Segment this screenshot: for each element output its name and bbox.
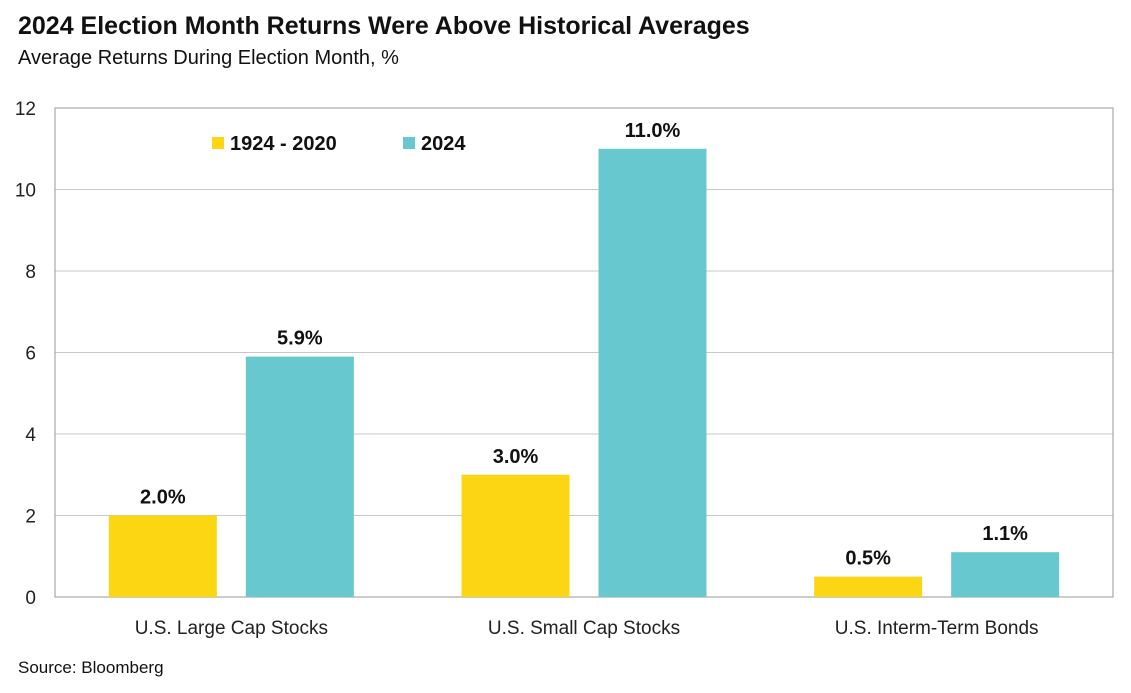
y-tick-label: 6	[25, 344, 36, 365]
data-label: 3.0%	[493, 446, 539, 468]
bar	[108, 515, 217, 597]
legend-swatch	[403, 137, 415, 149]
bar	[245, 356, 354, 597]
x-category-label: U.S. Interm-Term Bonds	[835, 618, 1039, 639]
y-tick-label: 4	[25, 425, 36, 446]
y-tick-label: 12	[15, 99, 36, 120]
x-category-label: U.S. Small Cap Stocks	[488, 618, 680, 639]
bar	[814, 576, 923, 597]
plot-frame	[54, 107, 1114, 598]
data-label: 1.1%	[982, 523, 1028, 545]
y-tick-label: 10	[15, 181, 36, 202]
bar	[598, 148, 707, 597]
y-tick-label: 0	[25, 588, 36, 609]
bar	[461, 474, 570, 597]
data-label: 0.5%	[845, 548, 891, 570]
legend-label: 1924 - 2020	[230, 133, 337, 155]
chart-title: 2024 Election Month Returns Were Above H…	[18, 12, 750, 40]
legend-swatch	[212, 137, 224, 149]
legend-label: 2024	[421, 133, 466, 155]
source-note: Source: Bloomberg	[18, 658, 164, 677]
data-label: 11.0%	[625, 120, 681, 142]
bar	[951, 552, 1060, 597]
y-tick-label: 8	[25, 262, 36, 283]
chart-subtitle: Average Returns During Election Month, %	[18, 47, 399, 69]
x-category-label: U.S. Large Cap Stocks	[135, 618, 328, 639]
y-tick-label: 2	[25, 507, 36, 528]
data-label: 2.0%	[140, 487, 186, 509]
data-label: 5.9%	[277, 328, 323, 350]
